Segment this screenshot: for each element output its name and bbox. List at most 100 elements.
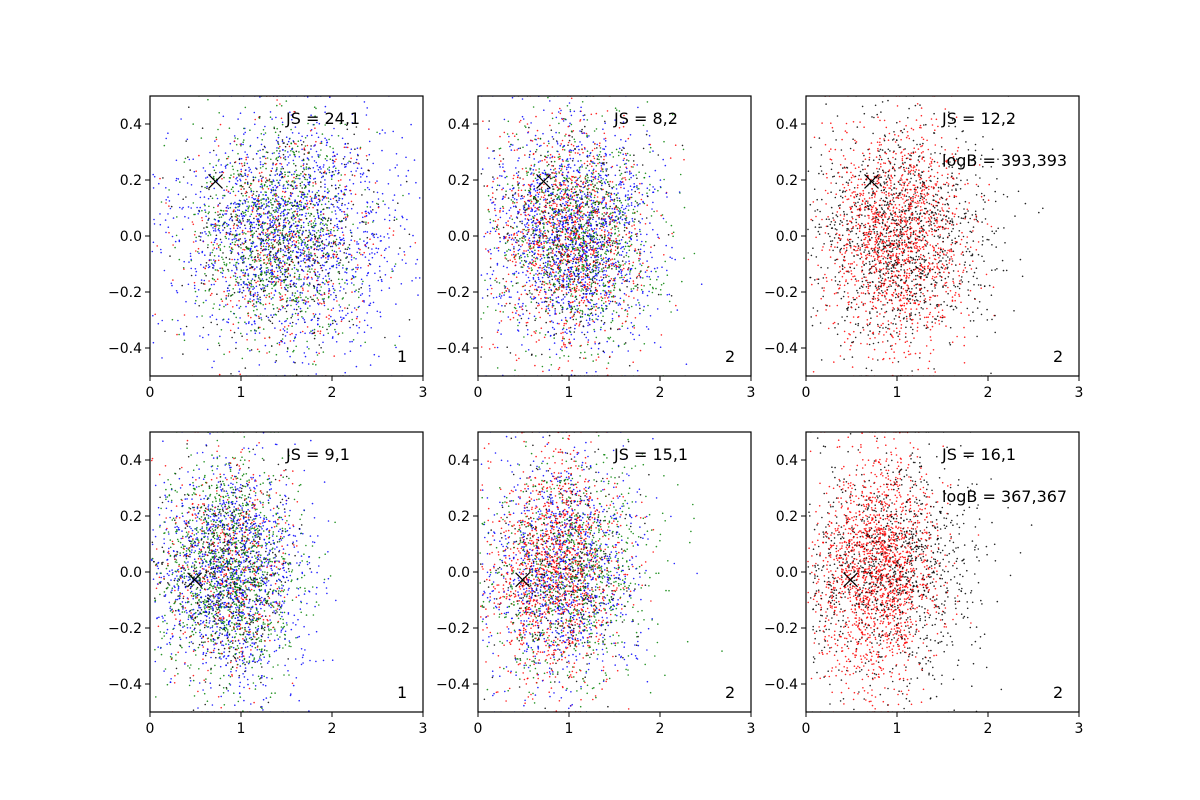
data-point: [608, 217, 611, 220]
data-point: [291, 232, 294, 235]
data-point: [178, 239, 181, 242]
data-point: [486, 306, 489, 308]
data-point: [535, 301, 538, 304]
data-point: [320, 266, 323, 269]
data-point: [313, 178, 315, 180]
data-point: [247, 286, 249, 289]
data-point: [240, 173, 243, 176]
data-point: [638, 274, 640, 277]
data-point: [297, 314, 299, 316]
data-point: [188, 158, 191, 161]
data-point: [564, 135, 566, 137]
data-point: [379, 315, 382, 318]
data-point: [234, 215, 237, 218]
data-point: [297, 248, 300, 250]
data-point: [530, 164, 533, 167]
data-point: [542, 211, 544, 214]
data-point: [567, 197, 570, 199]
data-point: [226, 290, 229, 292]
data-point: [519, 262, 521, 264]
data-point: [271, 277, 273, 280]
data-point: [265, 181, 267, 183]
data-point: [534, 280, 537, 283]
data-point: [610, 278, 613, 280]
data-point: [285, 320, 287, 322]
data-point: [293, 282, 295, 284]
data-point: [502, 226, 505, 229]
data-point: [267, 258, 270, 260]
data-point: [584, 203, 587, 205]
data-point: [293, 210, 296, 213]
data-point: [274, 361, 277, 364]
data-point: [307, 222, 310, 225]
data-point: [297, 177, 299, 180]
data-point: [329, 146, 331, 148]
data-point: [259, 326, 261, 329]
data-point: [176, 216, 178, 218]
data-point: [239, 238, 242, 240]
data-point: [284, 203, 287, 206]
data-point: [516, 149, 518, 151]
data-point: [262, 259, 265, 261]
data-point: [190, 274, 193, 277]
data-point: [562, 327, 565, 330]
data-point: [403, 251, 406, 253]
data-point: [302, 159, 305, 162]
data-point: [192, 123, 194, 125]
data-point: [250, 256, 253, 259]
data-point: [245, 209, 248, 212]
data-point: [215, 194, 217, 196]
data-point: [323, 302, 326, 305]
data-point: [334, 289, 336, 292]
data-point: [286, 270, 288, 273]
data-point: [244, 224, 246, 227]
data-point: [567, 222, 569, 224]
data-point: [308, 256, 310, 258]
data-point: [326, 229, 329, 232]
data-point: [342, 264, 344, 267]
data-point: [282, 149, 284, 151]
data-point: [249, 215, 251, 218]
data-point: [328, 169, 331, 171]
data-point: [205, 215, 207, 218]
data-point: [193, 287, 196, 290]
data-point: [211, 292, 213, 295]
data-point: [326, 281, 329, 284]
data-point: [277, 141, 279, 143]
data-point: [291, 181, 293, 183]
data-point: [207, 334, 210, 336]
data-point: [316, 209, 319, 211]
data-point: [299, 214, 301, 216]
data-point: [590, 256, 592, 259]
data-point: [277, 134, 280, 136]
data-point: [297, 318, 300, 321]
data-point: [415, 181, 417, 184]
data-point: [342, 234, 345, 236]
data-point: [223, 189, 225, 191]
data-point: [549, 301, 552, 303]
data-point: [268, 277, 271, 279]
data-point: [308, 166, 310, 169]
data-point: [256, 291, 259, 294]
data-point: [568, 139, 571, 142]
data-point: [314, 196, 316, 198]
data-point: [553, 156, 556, 158]
data-point: [198, 210, 201, 212]
data-point: [289, 333, 292, 336]
data-point: [270, 158, 272, 161]
data-point: [246, 284, 248, 286]
data-point: [272, 254, 275, 256]
data-point: [328, 207, 331, 209]
data-point: [655, 287, 657, 290]
data-point: [313, 215, 315, 218]
data-point: [240, 144, 242, 147]
data-point: [276, 173, 279, 175]
data-point: [592, 141, 595, 143]
data-point: [526, 253, 529, 256]
data-point: [346, 214, 349, 217]
js-annotation: JS = 24,1: [285, 109, 360, 128]
data-point: [322, 334, 325, 337]
data-point: [314, 274, 317, 277]
data-point: [337, 243, 340, 246]
data-point: [254, 294, 256, 296]
